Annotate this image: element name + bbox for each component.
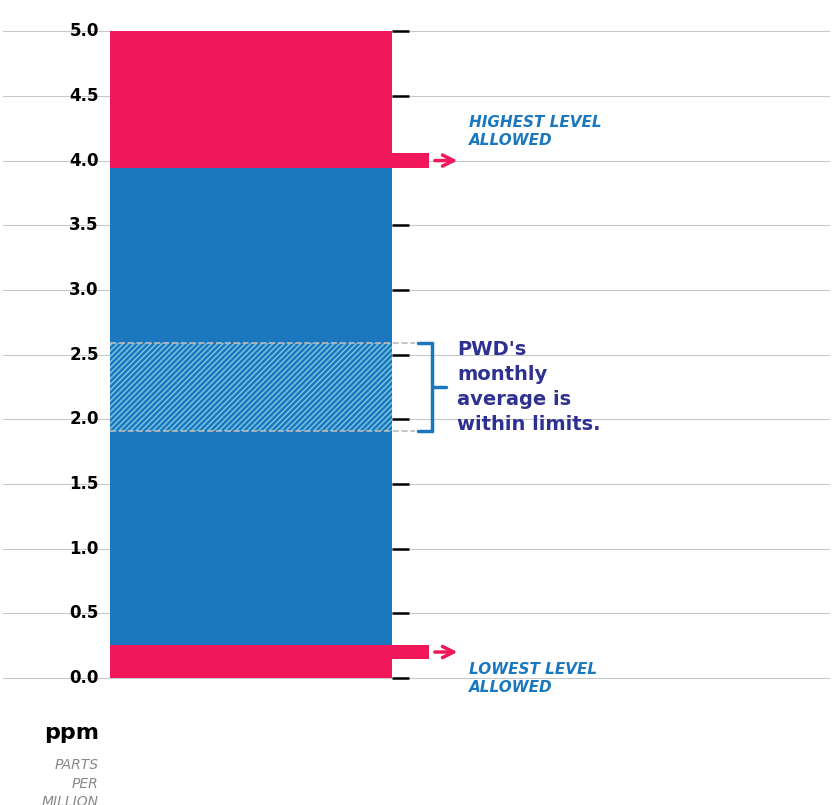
Text: ppm: ppm	[44, 723, 99, 743]
Text: 2.0: 2.0	[69, 411, 99, 428]
Text: 0.5: 0.5	[69, 605, 99, 622]
Text: 0.0: 0.0	[69, 669, 99, 687]
Text: 3.5: 3.5	[69, 217, 99, 234]
Text: PARTS
PER
MILLION: PARTS PER MILLION	[42, 758, 99, 805]
Text: 5.0: 5.0	[69, 23, 99, 40]
Text: PWD's
monthly
average is
within limits.: PWD's monthly average is within limits.	[457, 340, 601, 434]
Bar	[110, 154, 429, 167]
Text: 2.5: 2.5	[69, 345, 99, 364]
Bar	[110, 343, 392, 431]
Text: 1.5: 1.5	[69, 475, 99, 493]
Text: 4.0: 4.0	[69, 151, 99, 170]
Bar	[110, 160, 392, 652]
Bar	[110, 31, 392, 678]
Text: LOWEST LEVEL
ALLOWED: LOWEST LEVEL ALLOWED	[469, 663, 597, 695]
Text: 3.0: 3.0	[69, 281, 99, 299]
Bar	[110, 645, 429, 659]
Text: 1.0: 1.0	[69, 539, 99, 558]
Text: HIGHEST LEVEL
ALLOWED: HIGHEST LEVEL ALLOWED	[469, 115, 601, 147]
Text: 4.5: 4.5	[69, 87, 99, 105]
